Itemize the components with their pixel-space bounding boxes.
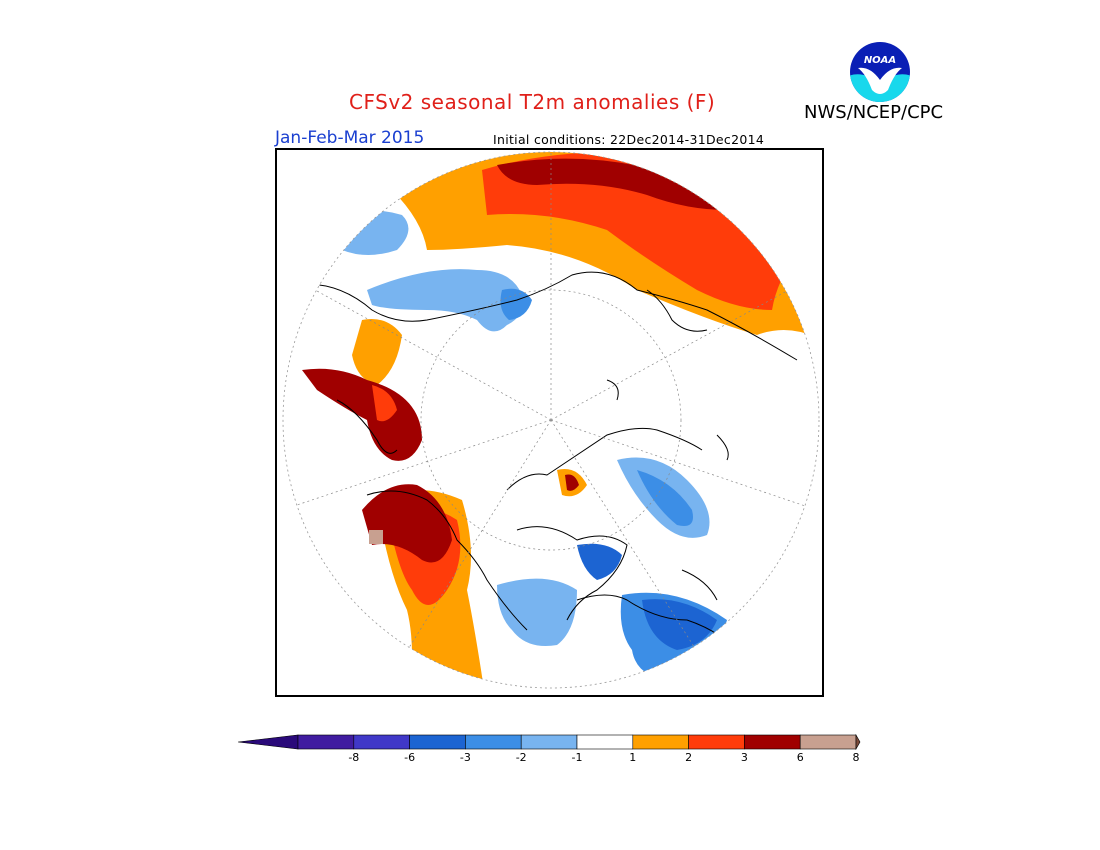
colorbar-tick-label: -3 (459, 751, 471, 764)
colorbar-tick-label: -2 (515, 751, 527, 764)
forecast-period: Jan-Feb-Mar 2015 (275, 128, 425, 148)
colorbar-swatch (409, 734, 466, 750)
colorbar-swatch (353, 734, 410, 750)
colorbar-tick-label: 3 (740, 751, 748, 764)
colorbar-swatch (297, 734, 355, 750)
anomaly-darkred-west (302, 368, 422, 461)
noaa-logo-icon: NOAA (850, 42, 910, 102)
anomaly-blue-dark-east (642, 599, 717, 650)
anomaly-darkred-lowerleft (362, 484, 452, 563)
map-frame (275, 148, 824, 697)
organization-label: NWS/NCEP/CPC (804, 102, 944, 123)
colorbar-tick-label: -6 (404, 751, 416, 764)
colorbar-swatch (465, 734, 522, 750)
colorbar-swatch (520, 734, 578, 750)
colorbar-swatch (576, 734, 634, 750)
anomaly-blue-light-south (497, 578, 577, 646)
colorbar-tick-label: 2 (685, 751, 693, 764)
anomaly-blue-mid-canada (637, 470, 693, 526)
colorbar-tick-label: 1 (629, 751, 637, 764)
anomaly-darkred-greenland (565, 474, 579, 491)
polar-map (282, 151, 820, 689)
coastlines (296, 271, 798, 651)
colorbar-tick-label: 6 (796, 751, 804, 764)
logo-text: NOAA (864, 55, 896, 66)
colorbar-tick-label: 8 (852, 751, 860, 764)
anomaly-red-west (372, 385, 397, 422)
colorbar-swatch (632, 734, 689, 750)
colorbar-swatch (688, 734, 745, 750)
anomaly-orange-west (352, 319, 402, 385)
anomaly-blue-asia (367, 269, 523, 332)
colorbar (238, 733, 861, 751)
anomaly-blue-small (500, 288, 532, 320)
anomaly-brown-lowerleft (369, 530, 383, 544)
chart-title: CFSv2 seasonal T2m anomalies (F) (349, 90, 716, 114)
anomaly-darkred-north (497, 158, 727, 210)
map-boundary (282, 151, 820, 689)
colorbar-tick-label: -8 (348, 751, 360, 764)
colorbar-swatch (799, 734, 857, 750)
colorbar-low-arrow (238, 734, 299, 750)
initial-conditions: Initial conditions: 22Dec2014-31Dec2014 (493, 132, 765, 147)
colorbar-high-arrow (855, 733, 861, 751)
colorbar-tick-label: -1 (571, 751, 583, 764)
anomaly-blue-west (332, 210, 409, 255)
anomaly-blue-hudson (577, 543, 622, 580)
latlon-grid (283, 152, 818, 688)
colorbar-swatch (744, 734, 801, 750)
